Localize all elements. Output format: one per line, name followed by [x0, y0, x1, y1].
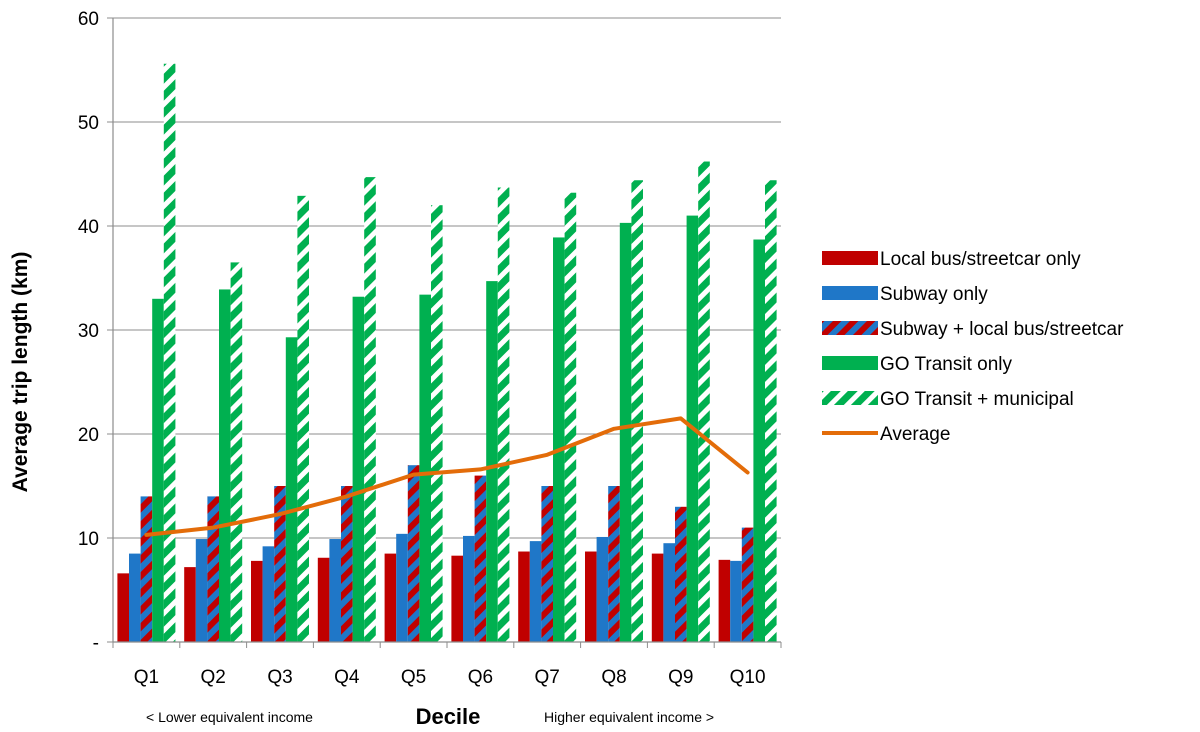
legend-label-subway-only: Subway only — [880, 284, 988, 305]
bar-local-bus-streetcar-only-q4 — [317, 557, 330, 642]
legend-label-go-transit-only: GO Transit only — [880, 354, 1012, 375]
legend-label-go-transit-municipal: GO Transit + municipal — [880, 389, 1074, 410]
bar-local-bus-streetcar-only-q6 — [451, 555, 463, 642]
y-tick-label: 50 — [78, 113, 99, 134]
bar-go-transit-municipal-q9 — [698, 161, 710, 642]
x-tick-labels: Q1 Q2 Q3 Q4 Q5 Q6 Q7 Q8 Q9 Q10 — [134, 667, 766, 688]
y-tick-label: - — [93, 633, 99, 654]
bar-subway-only-q10 — [730, 560, 742, 642]
x-tick-label: Q7 — [535, 667, 560, 688]
bar-go-transit-municipal-q8 — [631, 180, 643, 643]
bar-go-transit-municipal-q3 — [297, 195, 309, 642]
bar-go-transit-only-q1 — [152, 298, 164, 642]
y-tick-label: 40 — [78, 217, 99, 238]
x-note-left: < Lower equivalent income — [146, 709, 313, 725]
bar-local-bus-streetcar-only-q5 — [384, 553, 397, 642]
bar-go-transit-municipal-q6 — [497, 187, 510, 642]
legend: Local bus/streetcar only Subway only Subwa… — [822, 249, 1124, 445]
bar-go-transit-only-q7 — [553, 237, 565, 642]
y-tick-label: 60 — [78, 9, 99, 30]
x-tick-label: Q1 — [134, 667, 159, 688]
bar-subway-local-bus-streetcar-q3 — [274, 486, 286, 642]
bar-subway-only-q5 — [396, 533, 408, 642]
bar-go-transit-only-q5 — [419, 294, 431, 642]
bar-local-bus-streetcar-only-q3 — [251, 560, 263, 642]
bar-go-transit-municipal-q10 — [765, 180, 777, 643]
bar-go-transit-only-q3 — [285, 337, 298, 642]
bar-go-transit-municipal-q5 — [431, 205, 443, 642]
bar-go-transit-municipal-q4 — [364, 177, 376, 642]
bar-subway-local-bus-streetcar-q4 — [341, 486, 353, 642]
y-tick-labels: - 10 20 30 40 50 60 — [78, 9, 99, 654]
bar-subway-local-bus-streetcar-q8 — [608, 486, 620, 642]
x-tick-label: Q5 — [401, 667, 426, 688]
bar-subway-only-q2 — [195, 539, 208, 642]
bar-subway-only-q8 — [596, 536, 609, 642]
bar-local-bus-streetcar-only-q1 — [117, 573, 129, 642]
axes — [112, 18, 782, 648]
bar-go-transit-municipal-q1 — [163, 63, 176, 642]
bar-subway-only-q6 — [463, 535, 475, 642]
bar-go-transit-municipal-q2 — [230, 262, 243, 642]
x-axis-label: Decile — [416, 704, 481, 729]
x-tick-label: Q6 — [468, 667, 493, 688]
y-tick-label: 10 — [78, 529, 99, 550]
legend-label-local-bus-streetcar-only: Local bus/streetcar only — [880, 249, 1081, 270]
legend-swatch-local-bus-streetcar-only — [822, 251, 878, 265]
bar-subway-local-bus-streetcar-q10 — [741, 527, 754, 642]
average-line-layer — [144, 416, 750, 537]
legend-swatch-go-transit-only — [822, 356, 878, 370]
bar-subway-local-bus-streetcar-q7 — [541, 486, 553, 642]
bar-subway-only-q3 — [262, 546, 275, 642]
bar-local-bus-streetcar-only-q9 — [651, 553, 664, 642]
x-tick-label: Q8 — [601, 667, 626, 688]
bar-subway-only-q9 — [663, 543, 675, 642]
x-tick-label: Q9 — [668, 667, 693, 688]
y-tick-label: 30 — [78, 321, 99, 342]
bar-subway-only-q1 — [129, 553, 141, 642]
x-tick-label: Q2 — [201, 667, 226, 688]
bar-local-bus-streetcar-only-q10 — [718, 559, 731, 642]
y-axis-label: Average trip length (km) — [9, 252, 32, 493]
x-tick-label: Q4 — [334, 667, 360, 688]
legend-swatch-subway-only — [822, 286, 878, 300]
bar-subway-local-bus-streetcar-q6 — [474, 475, 487, 642]
y-tick-label: 20 — [78, 425, 99, 446]
bar-go-transit-only-q4 — [352, 296, 365, 642]
bar-go-transit-only-q6 — [486, 281, 498, 642]
bar-go-transit-municipal-q7 — [564, 192, 577, 642]
legend-label-average: Average — [880, 424, 950, 445]
bar-subway-local-bus-streetcar-q9 — [675, 506, 687, 642]
bar-subway-only-q4 — [329, 539, 341, 642]
bar-subway-local-bus-streetcar-q5 — [407, 465, 420, 642]
x-note-right: Higher equivalent income > — [544, 709, 714, 725]
legend-label-subway-local-bus-streetcar: Subway + local bus/streetcar — [880, 319, 1124, 340]
bar-subway-local-bus-streetcar-q1 — [140, 496, 153, 642]
x-tick-label: Q10 — [730, 667, 766, 688]
bar-go-transit-only-q10 — [753, 239, 765, 642]
bar-local-bus-streetcar-only-q2 — [184, 567, 196, 642]
average-line — [144, 416, 750, 537]
bar-go-transit-only-q2 — [219, 289, 231, 642]
bar-subway-local-bus-streetcar-q2 — [207, 496, 219, 642]
legend-swatch-subway-local-bus-streetcar — [822, 321, 878, 335]
bars — [117, 63, 777, 643]
legend-swatch-go-transit-municipal — [822, 391, 878, 405]
bar-go-transit-only-q8 — [619, 222, 632, 642]
bar-local-bus-streetcar-only-q7 — [518, 551, 530, 642]
bar-local-bus-streetcar-only-q8 — [585, 551, 597, 642]
bar-subway-only-q7 — [529, 541, 542, 642]
x-tick-label: Q3 — [267, 667, 292, 688]
